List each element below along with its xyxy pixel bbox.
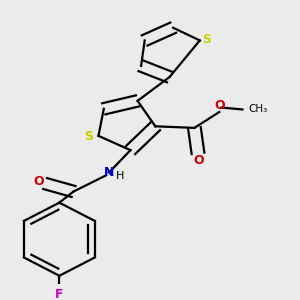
Text: N: N <box>104 166 114 179</box>
Text: F: F <box>55 288 64 300</box>
Text: O: O <box>214 99 225 112</box>
Text: CH₃: CH₃ <box>249 104 268 114</box>
Text: H: H <box>116 171 124 181</box>
Text: S: S <box>84 130 93 143</box>
Text: O: O <box>33 175 44 188</box>
Text: O: O <box>194 154 204 167</box>
Text: S: S <box>202 33 211 46</box>
